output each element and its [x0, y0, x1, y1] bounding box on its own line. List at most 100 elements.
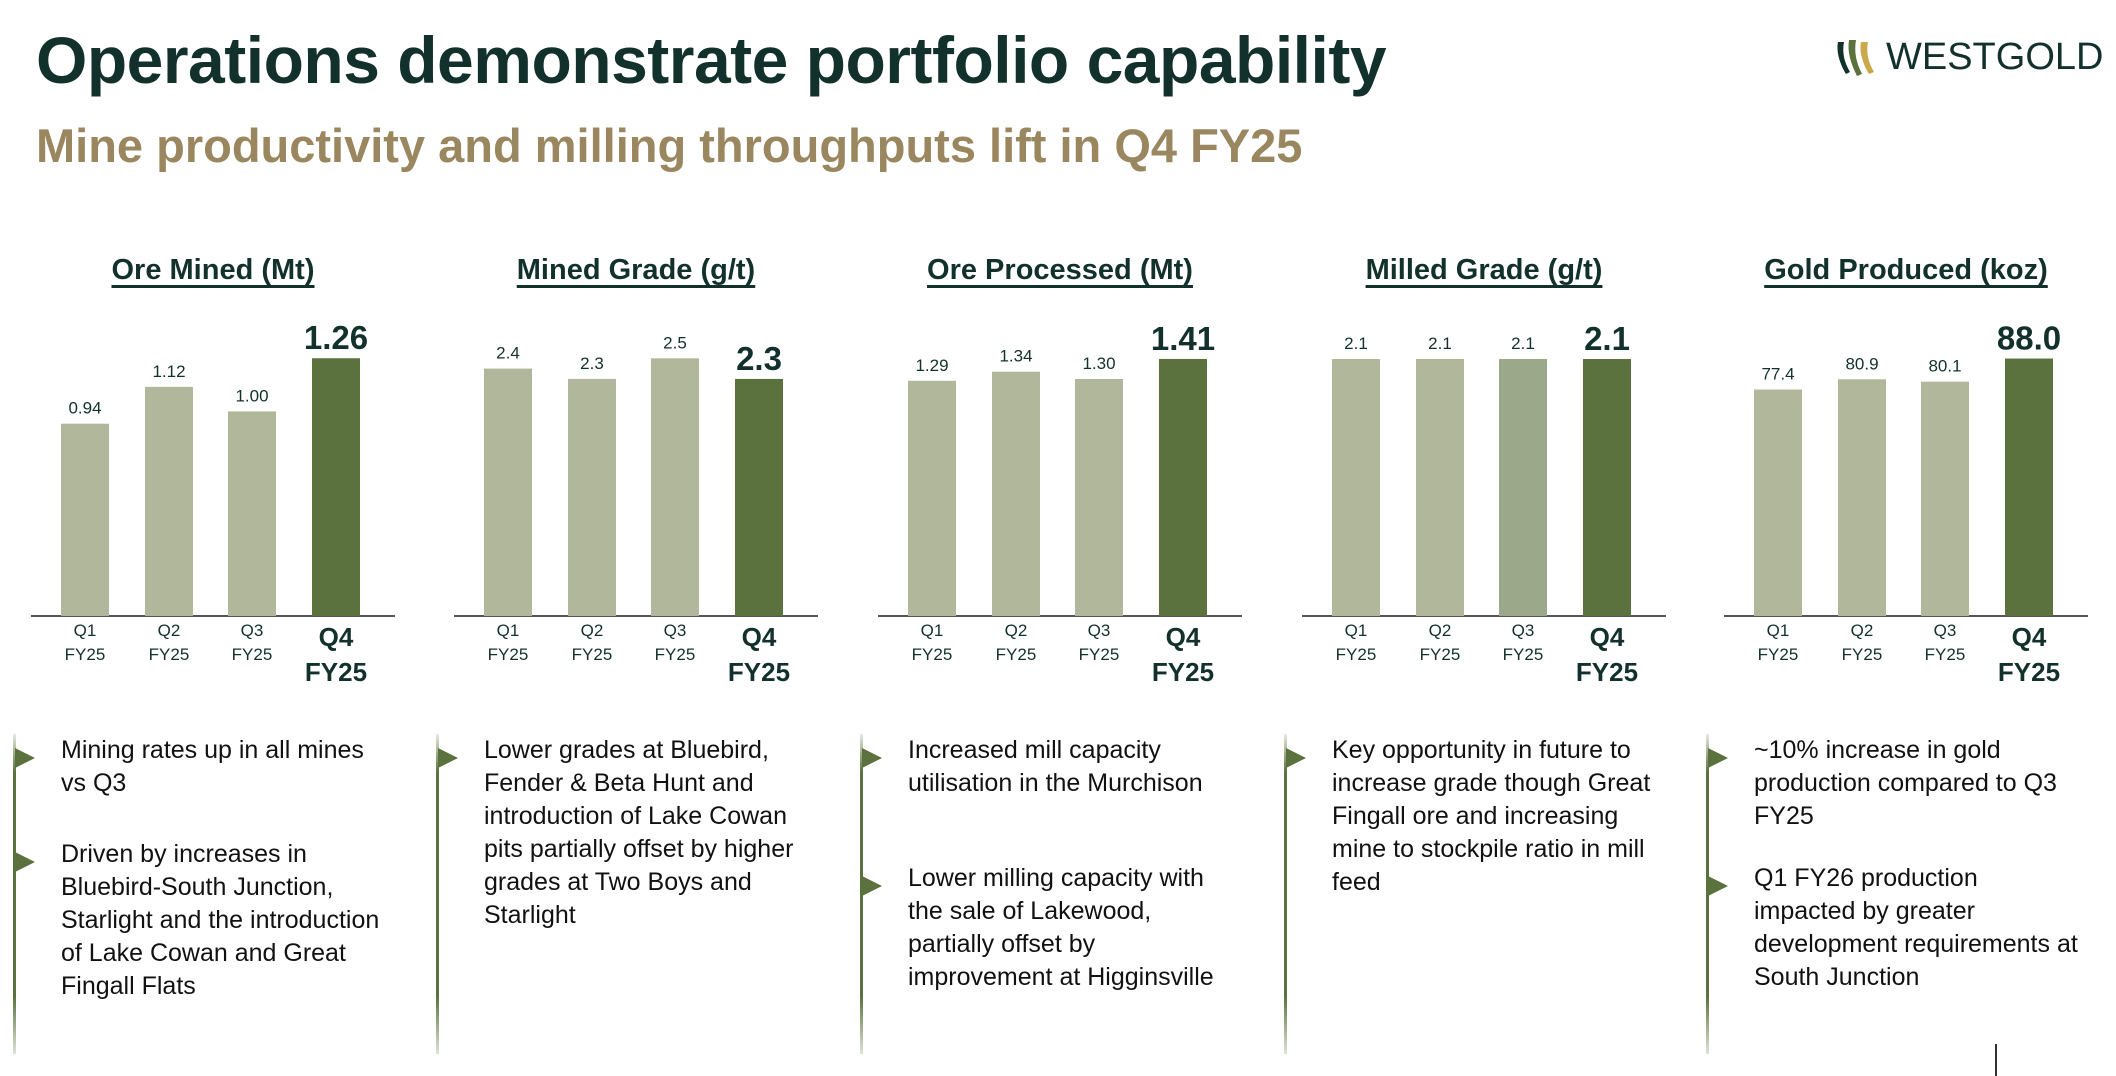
x-tick-label: FY25 [1925, 645, 1966, 664]
bar-chart-mined-grade: 2.4 Q1 FY25 2.3 Q2 FY25 2.5 Q3 FY25 2.3 Q4 FY25 [454, 333, 818, 687]
data-label: 1.30 [1082, 354, 1115, 373]
panel-ore-mined: Ore Mined (Mt) 0.94 Q1 FY25 1.12 Q2 FY25 1.00 Q… [3, 250, 423, 1070]
bullet-text: ~10% increase in gold production compare… [1754, 736, 2057, 830]
x-tick-label: FY25 [65, 645, 106, 664]
x-tick-label: Q3 [664, 621, 687, 640]
panel-ore-processed: Ore Processed (Mt) 1.29 Q1 FY25 1.34 Q2 FY25 1… [850, 250, 1270, 1070]
data-label: 80.1 [1928, 357, 1961, 376]
bar [735, 378, 783, 616]
bullet-rule [1284, 734, 1287, 1054]
flag-icon [15, 748, 35, 768]
x-tick-label: FY25 [1336, 645, 1377, 664]
bar [2005, 358, 2053, 616]
data-label: 80.9 [1845, 354, 1878, 373]
x-tick-label: FY25 [1079, 645, 1120, 664]
bar [484, 368, 532, 616]
logo-text: WESTGOLD [1886, 36, 2104, 78]
bar [908, 380, 956, 616]
data-label: 2.4 [496, 344, 520, 363]
x-tick-label: FY25 [728, 657, 790, 687]
bar [145, 386, 193, 616]
panel-gold-produced: Gold Produced (koz) 77.4 Q1 FY25 80.9 Q2 FY25… [1696, 250, 2116, 1070]
flag-icon [862, 876, 882, 896]
data-label: 1.34 [999, 347, 1032, 366]
x-tick-label: Q2 [158, 621, 181, 640]
bar [651, 358, 699, 616]
chart-title: Mined Grade (g/t) [516, 254, 756, 286]
x-tick-label: FY25 [1998, 657, 2060, 687]
x-tick-label: Q4 [742, 622, 777, 652]
westgold-logo-icon [1837, 40, 1874, 76]
flag-icon [1286, 748, 1306, 768]
bullet-rule [13, 734, 16, 1054]
bar-chart-gold-produced: 77.4 Q1 FY25 80.9 Q2 FY25 80.1 Q3 FY25 88.0 Q4 FY25 [1724, 320, 2088, 687]
bar-chart-ore-mined: 0.94 Q1 FY25 1.12 Q2 FY25 1.00 Q3 FY25 1.26 Q4 FY25 [31, 319, 395, 687]
data-label: 2.3 [580, 354, 604, 373]
bullet-rule [1706, 734, 1709, 1054]
data-label: 2.5 [663, 333, 687, 352]
bar [1332, 359, 1380, 616]
flag-icon [438, 748, 458, 768]
westgold-logo: WESTGOLD [1832, 34, 2103, 80]
x-tick-label: Q4 [1166, 622, 1201, 652]
x-tick-label: Q1 [1767, 621, 1790, 640]
page-edge-mark [1995, 1044, 1997, 1076]
bullet-text: Driven by increases in Bluebird-South Ju… [61, 840, 380, 1000]
bar [1838, 379, 1886, 616]
bar [1754, 389, 1802, 616]
panel-mined-grade: Mined Grade (g/t) 2.4 Q1 FY25 2.3 Q2 FY25 2.5 Q… [426, 250, 846, 1070]
x-tick-label: FY25 [305, 657, 367, 687]
bullet-text: Increased mill capacity utilisation in t… [908, 736, 1203, 797]
flag-icon [1708, 876, 1728, 896]
x-tick-label: Q3 [241, 621, 264, 640]
x-tick-label: Q1 [497, 621, 520, 640]
data-label: 1.29 [915, 356, 948, 375]
bar [1416, 359, 1464, 616]
flag-icon [862, 748, 882, 768]
page-subtitle: Mine productivity and milling throughput… [36, 119, 1303, 172]
x-tick-label: Q2 [581, 621, 604, 640]
bar [992, 371, 1040, 616]
data-label: 1.00 [235, 386, 268, 405]
data-label: 88.0 [1997, 320, 2061, 357]
data-label: 2.1 [1428, 334, 1452, 353]
x-tick-label: FY25 [1576, 657, 1638, 687]
bar-chart-ore-processed: 1.29 Q1 FY25 1.34 Q2 FY25 1.30 Q3 FY25 1.41 Q4 FY25 [878, 320, 1242, 687]
x-tick-label: Q1 [1345, 621, 1368, 640]
bullet-text: Key opportunity in future to increase gr… [1332, 736, 1651, 896]
bullet-text: Mining rates up in all mines vs Q3 [61, 736, 364, 797]
bar [1499, 359, 1547, 616]
x-tick-label: FY25 [149, 645, 190, 664]
x-tick-label: Q2 [1851, 621, 1874, 640]
x-tick-label: Q3 [1512, 621, 1535, 640]
x-tick-label: FY25 [572, 645, 613, 664]
x-tick-label: FY25 [1152, 657, 1214, 687]
bullet-rule [436, 734, 439, 1054]
x-tick-label: FY25 [1420, 645, 1461, 664]
bar [61, 423, 109, 616]
x-tick-label: FY25 [996, 645, 1037, 664]
bullet-text: Q1 FY26 production impacted by greater d… [1754, 864, 2078, 991]
chart-title: Ore Processed (Mt) [927, 254, 1193, 286]
flag-icon [1708, 748, 1728, 768]
x-tick-label: FY25 [1758, 645, 1799, 664]
bullet-text: Lower grades at Bluebird, Fender & Beta … [484, 736, 794, 929]
x-tick-label: FY25 [1842, 645, 1883, 664]
panel-milled-grade: Milled Grade (g/t) 2.1 Q1 FY25 2.1 Q2 FY25 2.1… [1274, 250, 1694, 1070]
x-tick-label: FY25 [488, 645, 529, 664]
data-label: 1.12 [152, 362, 185, 381]
page-title: Operations demonstrate portfolio capabil… [36, 23, 1387, 97]
bullet-list: Key opportunity in future to increase gr… [1274, 734, 1694, 1064]
bullet-list: Increased mill capacity utilisation in t… [850, 734, 1270, 1064]
x-tick-label: Q2 [1429, 621, 1452, 640]
bullet-rule [860, 734, 863, 1054]
bullet-list: ~10% increase in gold production compare… [1696, 734, 2116, 1064]
flag-icon [15, 852, 35, 872]
x-tick-label: FY25 [655, 645, 696, 664]
data-label: 2.3 [736, 340, 782, 377]
data-label: 0.94 [68, 399, 101, 418]
bullet-text: Lower milling capacity with the sale of … [908, 864, 1214, 991]
bar [568, 378, 616, 616]
bar [1921, 381, 1969, 616]
x-tick-label: Q1 [921, 621, 944, 640]
